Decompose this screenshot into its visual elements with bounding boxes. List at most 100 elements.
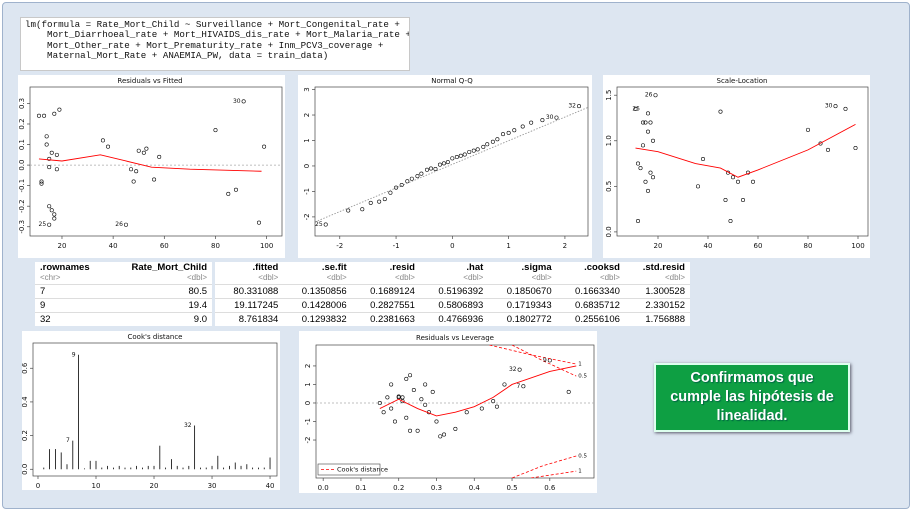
point [479, 406, 484, 411]
column-header: .rownames <chr> [35, 262, 108, 285]
chart-title: Residuals vs Leverage [416, 334, 494, 342]
point-label: 32 [184, 422, 192, 429]
point [450, 156, 455, 161]
point [346, 208, 351, 213]
point [123, 222, 128, 227]
point [653, 93, 658, 98]
y-tick-label: 0 [304, 401, 312, 405]
chart-title: Cook's distance [128, 333, 183, 341]
panel [22, 331, 280, 490]
point [415, 174, 420, 179]
cook-contour [511, 455, 577, 478]
point [566, 389, 571, 394]
point [49, 208, 54, 213]
point [419, 397, 424, 402]
table-cell: 0.1428006 [301, 300, 347, 311]
table-cell: 1.756888 [645, 314, 685, 325]
point [750, 179, 755, 184]
point [433, 167, 438, 172]
point [404, 415, 409, 420]
point [512, 128, 517, 133]
column-name: .fitted [252, 262, 279, 273]
x-tick-label: 0 [450, 242, 454, 250]
legend-box [317, 463, 381, 476]
point-label: 7 [66, 437, 70, 444]
point [415, 428, 420, 433]
point [853, 146, 858, 151]
table-cell: 0.2381663 [370, 314, 415, 325]
point [52, 216, 57, 221]
point [475, 147, 480, 152]
point [645, 188, 650, 193]
point [695, 184, 700, 189]
point [377, 400, 382, 405]
point [643, 120, 648, 125]
x-tick-label: -1 [393, 242, 400, 250]
point [730, 175, 735, 180]
point [39, 181, 44, 186]
y-tick-label: 1.5 [605, 90, 613, 101]
y-tick-label: -2 [303, 213, 311, 220]
point [645, 129, 650, 134]
column-header: .sigma <dbl> [488, 262, 556, 285]
x-tick-label: 1 [506, 242, 510, 250]
point [700, 156, 705, 161]
point [368, 200, 373, 205]
plot-frame [314, 86, 589, 237]
x-tick-label: 10 [92, 482, 101, 490]
point-label: 7 [517, 383, 521, 390]
point [481, 144, 486, 149]
contour-label: 0.5 [578, 374, 587, 380]
point [49, 150, 54, 155]
point [213, 128, 218, 133]
plot-frame [29, 86, 283, 237]
table-cell: 0.1293832 [301, 314, 347, 325]
y-tick-label: 2 [304, 364, 312, 368]
y-tick-label: 0.2 [18, 118, 26, 129]
point [445, 160, 450, 165]
panel [18, 75, 285, 258]
point [141, 150, 146, 155]
point [396, 394, 401, 399]
point [454, 155, 459, 160]
point [485, 142, 490, 147]
column-type: <dbl> [186, 273, 207, 282]
point [39, 179, 44, 184]
table-cell: 0.1802772 [506, 314, 552, 325]
column-header: .hat <dbl> [420, 262, 488, 285]
point [54, 167, 59, 172]
point [52, 212, 57, 217]
y-tick-label: 0.2 [21, 430, 29, 441]
y-tick-label: 0.4 [21, 396, 29, 408]
point [520, 124, 525, 129]
point [633, 106, 638, 111]
point-label: 30 [546, 114, 554, 121]
table-row: 9 19.4 [35, 298, 212, 313]
column-type: <dbl> [326, 273, 347, 282]
plot-frame [315, 344, 595, 479]
chart-title: Scale-Location [717, 77, 768, 85]
chart-title: Residuals vs Fitted [117, 77, 182, 85]
point [404, 376, 409, 381]
column-name: .std.resid [642, 262, 685, 273]
column-name: .sigma [521, 262, 552, 273]
table-cell: 0.1850670 [506, 286, 552, 297]
point [47, 204, 52, 209]
column-type: <dbl> [394, 273, 415, 282]
contour-label: 1 [578, 362, 582, 368]
contour-label: 0.5 [578, 453, 587, 459]
table-cell: 0.2827551 [370, 300, 415, 311]
y-tick-label: -2 [304, 437, 312, 444]
x-tick-label: 80 [211, 242, 220, 250]
point [434, 419, 439, 424]
plot-frame [32, 342, 278, 477]
table-cell: 80.5 [188, 286, 208, 297]
point [131, 179, 136, 184]
point [36, 113, 41, 118]
table-cell: 1.300528 [645, 286, 685, 297]
point [42, 113, 47, 118]
table-cell: 0.1663340 [575, 286, 620, 297]
point [381, 410, 386, 415]
point [44, 134, 49, 139]
point [640, 120, 645, 125]
